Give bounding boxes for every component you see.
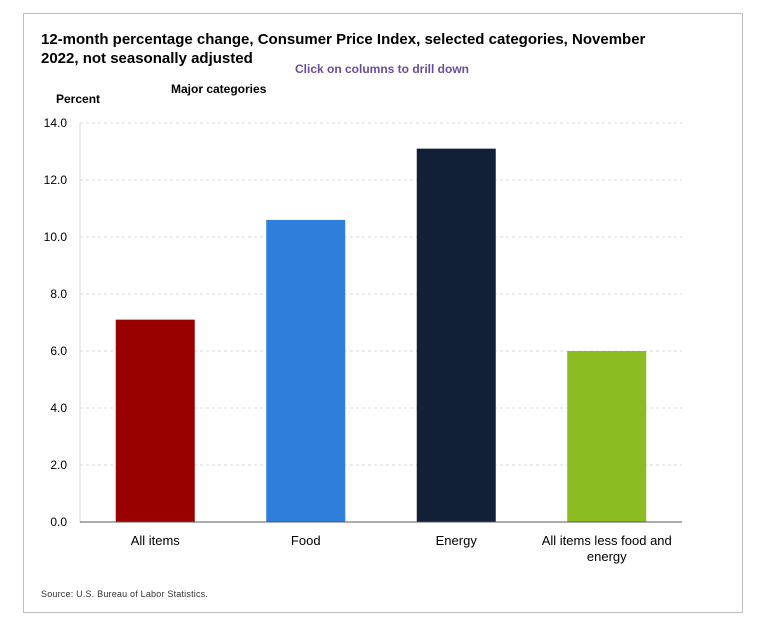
chart-subtitle: Major categories — [171, 82, 267, 96]
y-tick-label: 4.0 — [50, 401, 67, 415]
y-tick-label: 12.0 — [44, 173, 68, 187]
y-tick-label: 14.0 — [44, 116, 68, 130]
chart-title: 12-month percentage change, Consumer Pri… — [41, 31, 646, 67]
x-tick-label: energy — [587, 549, 627, 564]
drill-down-hint[interactable]: Click on columns to drill down — [295, 62, 470, 76]
bar-all-items-less-food-and-energy[interactable] — [567, 351, 647, 522]
bar-food[interactable] — [266, 219, 346, 522]
y-tick-label: 2.0 — [50, 458, 67, 472]
x-tick-label: All items — [131, 533, 181, 548]
x-tick-label: Energy — [436, 533, 478, 548]
y-tick-label: 10.0 — [44, 230, 68, 244]
bar-all-items[interactable] — [115, 319, 195, 522]
x-tick-label: All items less food and — [542, 533, 672, 548]
y-tick-label: 8.0 — [50, 287, 67, 301]
source-note: Source: U.S. Bureau of Labor Statistics. — [41, 589, 209, 599]
y-tick-label: 6.0 — [50, 344, 67, 358]
bar-energy[interactable] — [416, 148, 496, 522]
x-tick-label: Food — [291, 533, 321, 548]
y-tick-label: 0.0 — [50, 515, 67, 529]
y-axis-title: Percent — [56, 92, 101, 106]
